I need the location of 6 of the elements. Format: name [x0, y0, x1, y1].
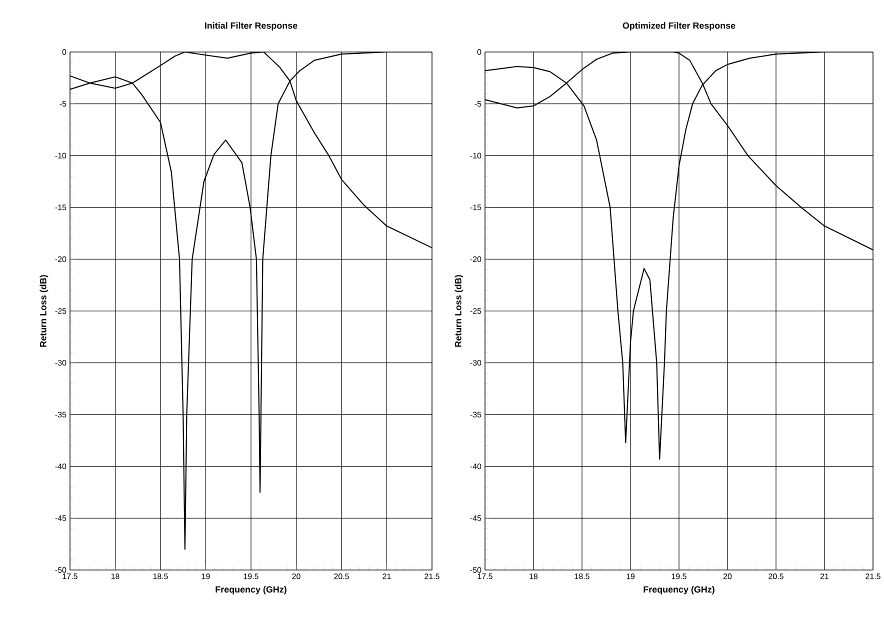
- chart-title: Initial Filter Response: [205, 22, 298, 30]
- y-axis-title: Return Loss (dB): [40, 275, 48, 347]
- x-axis-title: Frequency (GHz): [644, 586, 714, 594]
- y-axis-title: Return Loss (dB): [454, 275, 464, 347]
- x-axis-title: Frequency (GHz): [216, 586, 286, 594]
- chart-title: Optimized Filter Response: [622, 22, 736, 30]
